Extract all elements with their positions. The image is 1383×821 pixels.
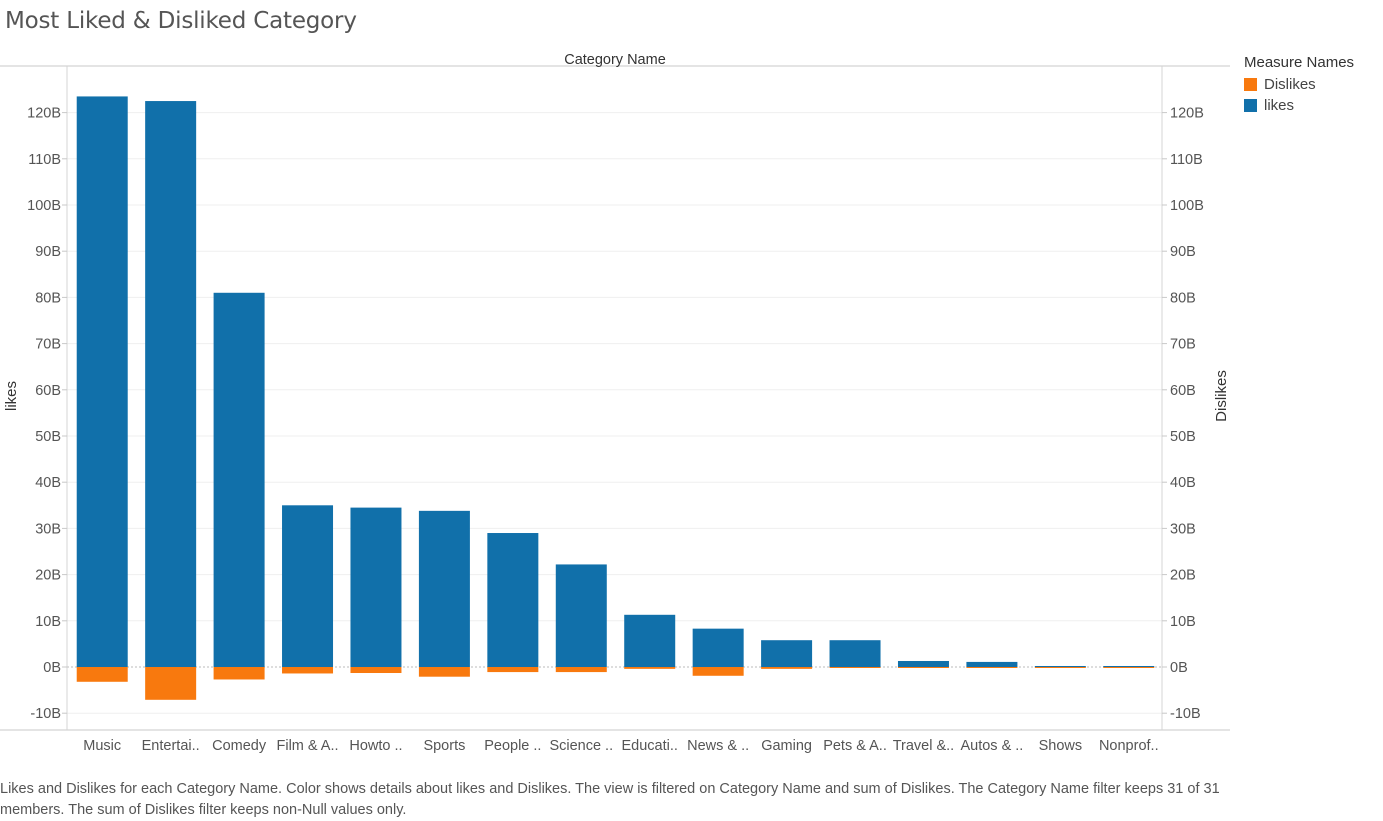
x-axis: Music Entertai.. Comedy Film & A.. Howto .. S… — [83, 738, 1158, 754]
y-tick-label-left: 70B — [35, 337, 61, 353]
y-tick-label-right: 10B — [1170, 614, 1196, 630]
x-tick-label: Sports — [423, 738, 465, 754]
x-tick-label: Travel &.. — [893, 738, 955, 754]
bar-likes-8 — [624, 614, 676, 667]
x-tick-label: Music — [83, 738, 121, 754]
bar-likes-0 — [76, 96, 128, 668]
x-tick-label: Educati.. — [622, 738, 678, 754]
y-tick-label-left: 120B — [27, 106, 61, 122]
bar-dislikes-7 — [555, 667, 607, 673]
bar-dislikes-14 — [1034, 667, 1086, 668]
bar-likes-12 — [897, 660, 949, 667]
bar-likes-11 — [829, 640, 881, 667]
bar-likes-7 — [555, 564, 607, 667]
x-tick-label: People .. — [484, 738, 541, 754]
y-tick-label-left: 50B — [35, 429, 61, 445]
y-tick-label-left: 40B — [35, 475, 61, 491]
y-tick-label-left: 80B — [35, 290, 61, 306]
y-tick-label-left: 0B — [43, 660, 61, 676]
y-tick-label-right: -10B — [1170, 706, 1201, 722]
bar-likes-14 — [1034, 666, 1086, 667]
bar-dislikes-2 — [213, 667, 265, 680]
y-tick-label-right: 60B — [1170, 383, 1196, 399]
legend-item-likes[interactable]: likes — [1244, 95, 1354, 116]
bar-dislikes-3 — [282, 667, 334, 674]
y-tick-label-right: 0B — [1170, 660, 1188, 676]
y-tick-label-left: 110B — [28, 152, 61, 168]
y-tick-label-left: 60B — [35, 383, 61, 399]
y-tick-label-right: 20B — [1170, 568, 1196, 584]
bar-likes-10 — [761, 640, 813, 667]
x-tick-label: Shows — [1039, 738, 1083, 754]
bar-dislikes-6 — [487, 667, 539, 673]
bar-dislikes-1 — [145, 667, 197, 700]
y-tick-label-right: 120B — [1170, 106, 1204, 122]
bar-dislikes-0 — [76, 667, 128, 682]
chart-title: Most Liked & Disliked Category — [5, 8, 357, 34]
x-tick-label: Pets & A.. — [823, 738, 887, 754]
bar-dislikes-9 — [692, 667, 744, 676]
legend-label-dislikes: Dislikes — [1264, 76, 1316, 93]
legend-title: Measure Names — [1244, 54, 1355, 71]
y-tick-label-left: 10B — [35, 614, 61, 630]
y-tick-label-right: 100B — [1170, 198, 1204, 214]
y-tick-label-right: 80B — [1170, 290, 1196, 306]
y-axis-right-title: Dislikes — [1213, 370, 1230, 422]
y-tick-label-left: 20B — [35, 568, 61, 584]
bar-likes-9 — [692, 628, 744, 667]
x-tick-label: News & .. — [687, 738, 749, 754]
bar-likes-3 — [282, 505, 334, 667]
y-tick-label-right: 50B — [1170, 429, 1196, 445]
y-tick-label-left: 100B — [27, 198, 61, 214]
x-tick-label: Autos & .. — [960, 738, 1023, 754]
bar-likes-2 — [213, 292, 265, 667]
x-tick-label: Comedy — [212, 738, 267, 754]
x-tick-label: Entertai.. — [142, 738, 200, 754]
bar-likes-6 — [487, 533, 539, 667]
bar-dislikes-10 — [761, 667, 813, 669]
chart-area: -10B 0B 10B 20B 30B 40B 50B 60B 70B 80B 90B 100B 110… — [0, 52, 1230, 754]
legend: Measure Names Dislikes likes — [1244, 54, 1354, 116]
bars — [76, 96, 1155, 700]
legend-item-dislikes[interactable]: Dislikes — [1244, 74, 1354, 95]
bar-likes-4 — [350, 507, 402, 667]
bar-likes-5 — [418, 510, 470, 667]
column-header: Category Name — [564, 52, 666, 68]
bar-dislikes-5 — [418, 667, 470, 677]
chart-caption: Likes and Dislikes for each Category Nam… — [0, 781, 1220, 818]
x-tick-label: Science .. — [549, 738, 613, 754]
x-tick-label: Howto .. — [349, 738, 402, 754]
x-tick-label: Film & A.. — [277, 738, 339, 754]
y-tick-label-right: 110B — [1170, 152, 1203, 168]
bar-likes-15 — [1103, 666, 1155, 667]
bar-dislikes-11 — [829, 667, 881, 668]
y-axis-left: -10B 0B 10B 20B 30B 40B 50B 60B 70B 80B 90B 100B 110… — [27, 106, 67, 722]
y-tick-label-right: 30B — [1170, 521, 1196, 537]
legend-swatch-dislikes — [1244, 78, 1257, 91]
bar-dislikes-12 — [897, 667, 949, 668]
bar-dislikes-8 — [624, 667, 676, 669]
x-tick-label: Gaming — [761, 738, 812, 754]
y-tick-label-left: 90B — [35, 244, 61, 260]
y-axis-left-title: likes — [3, 381, 20, 411]
bar-dislikes-15 — [1103, 667, 1155, 668]
frame — [0, 65, 1230, 731]
bar-dislikes-13 — [966, 667, 1018, 668]
bar-likes-13 — [966, 661, 1018, 667]
y-tick-label-left: -10B — [30, 706, 61, 722]
y-tick-label-right: 40B — [1170, 475, 1196, 491]
bar-dislikes-4 — [350, 667, 402, 674]
y-axis-right: -10B 0B 10B 20B 30B 40B 50B 60B 70B 80B 90B 100B 110… — [1162, 106, 1204, 722]
legend-label-likes: likes — [1264, 97, 1295, 114]
x-tick-label: Nonprof.. — [1099, 738, 1159, 754]
bar-likes-1 — [145, 101, 197, 668]
y-tick-label-left: 30B — [35, 521, 61, 537]
y-tick-label-right: 90B — [1170, 244, 1196, 260]
y-tick-label-right: 70B — [1170, 337, 1196, 353]
legend-swatch-likes — [1244, 99, 1257, 112]
